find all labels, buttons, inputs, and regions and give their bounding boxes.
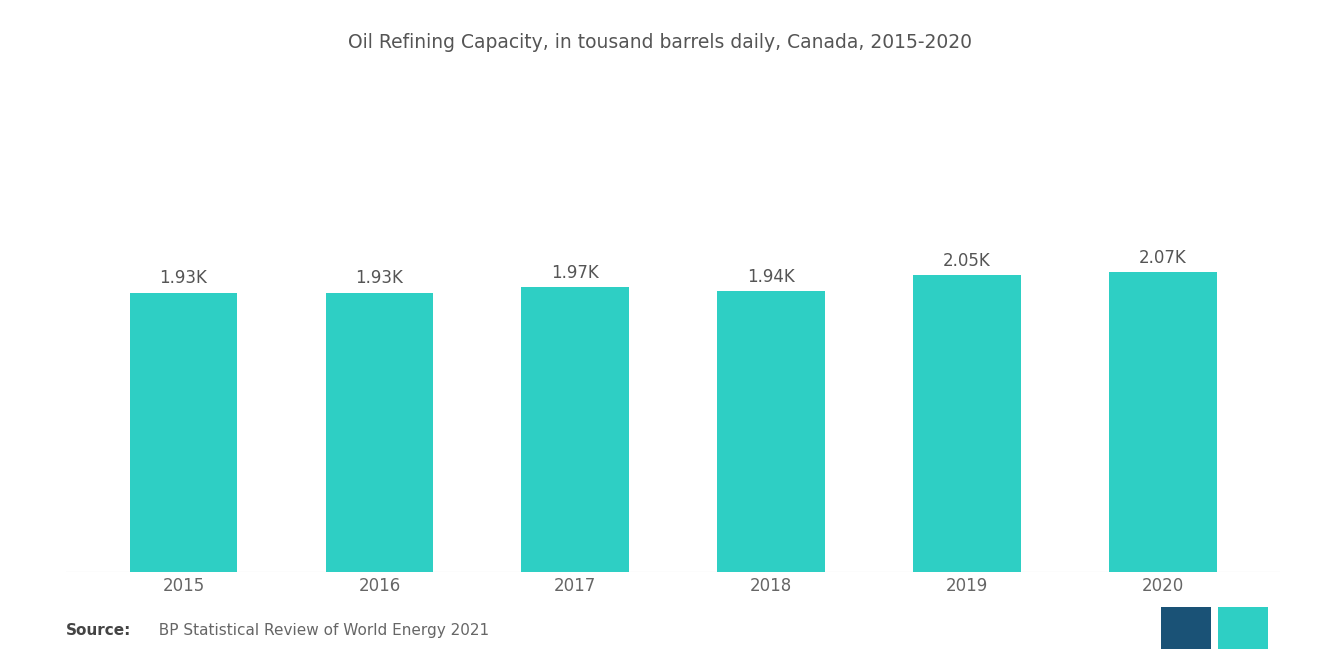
Bar (913, 275, 1020, 572)
FancyBboxPatch shape (1218, 608, 1267, 649)
Bar (326, 293, 433, 572)
Text: BP Statistical Review of World Energy 2021: BP Statistical Review of World Energy 20… (149, 623, 490, 638)
Text: Source:: Source: (66, 623, 132, 638)
Text: 1.93K: 1.93K (355, 269, 404, 287)
Text: Oil Refining Capacity, in tousand barrels daily, Canada, 2015-2020: Oil Refining Capacity, in tousand barrel… (348, 33, 972, 53)
Bar (717, 291, 825, 572)
Text: 1.93K: 1.93K (160, 269, 207, 287)
Text: 2.05K: 2.05K (942, 252, 991, 270)
Text: 1.97K: 1.97K (552, 264, 599, 282)
Text: 2.07K: 2.07K (1139, 249, 1187, 267)
Bar (1109, 272, 1217, 572)
Text: 1.94K: 1.94K (747, 268, 795, 286)
Bar (521, 287, 630, 572)
Bar (129, 293, 238, 572)
FancyBboxPatch shape (1162, 608, 1210, 649)
